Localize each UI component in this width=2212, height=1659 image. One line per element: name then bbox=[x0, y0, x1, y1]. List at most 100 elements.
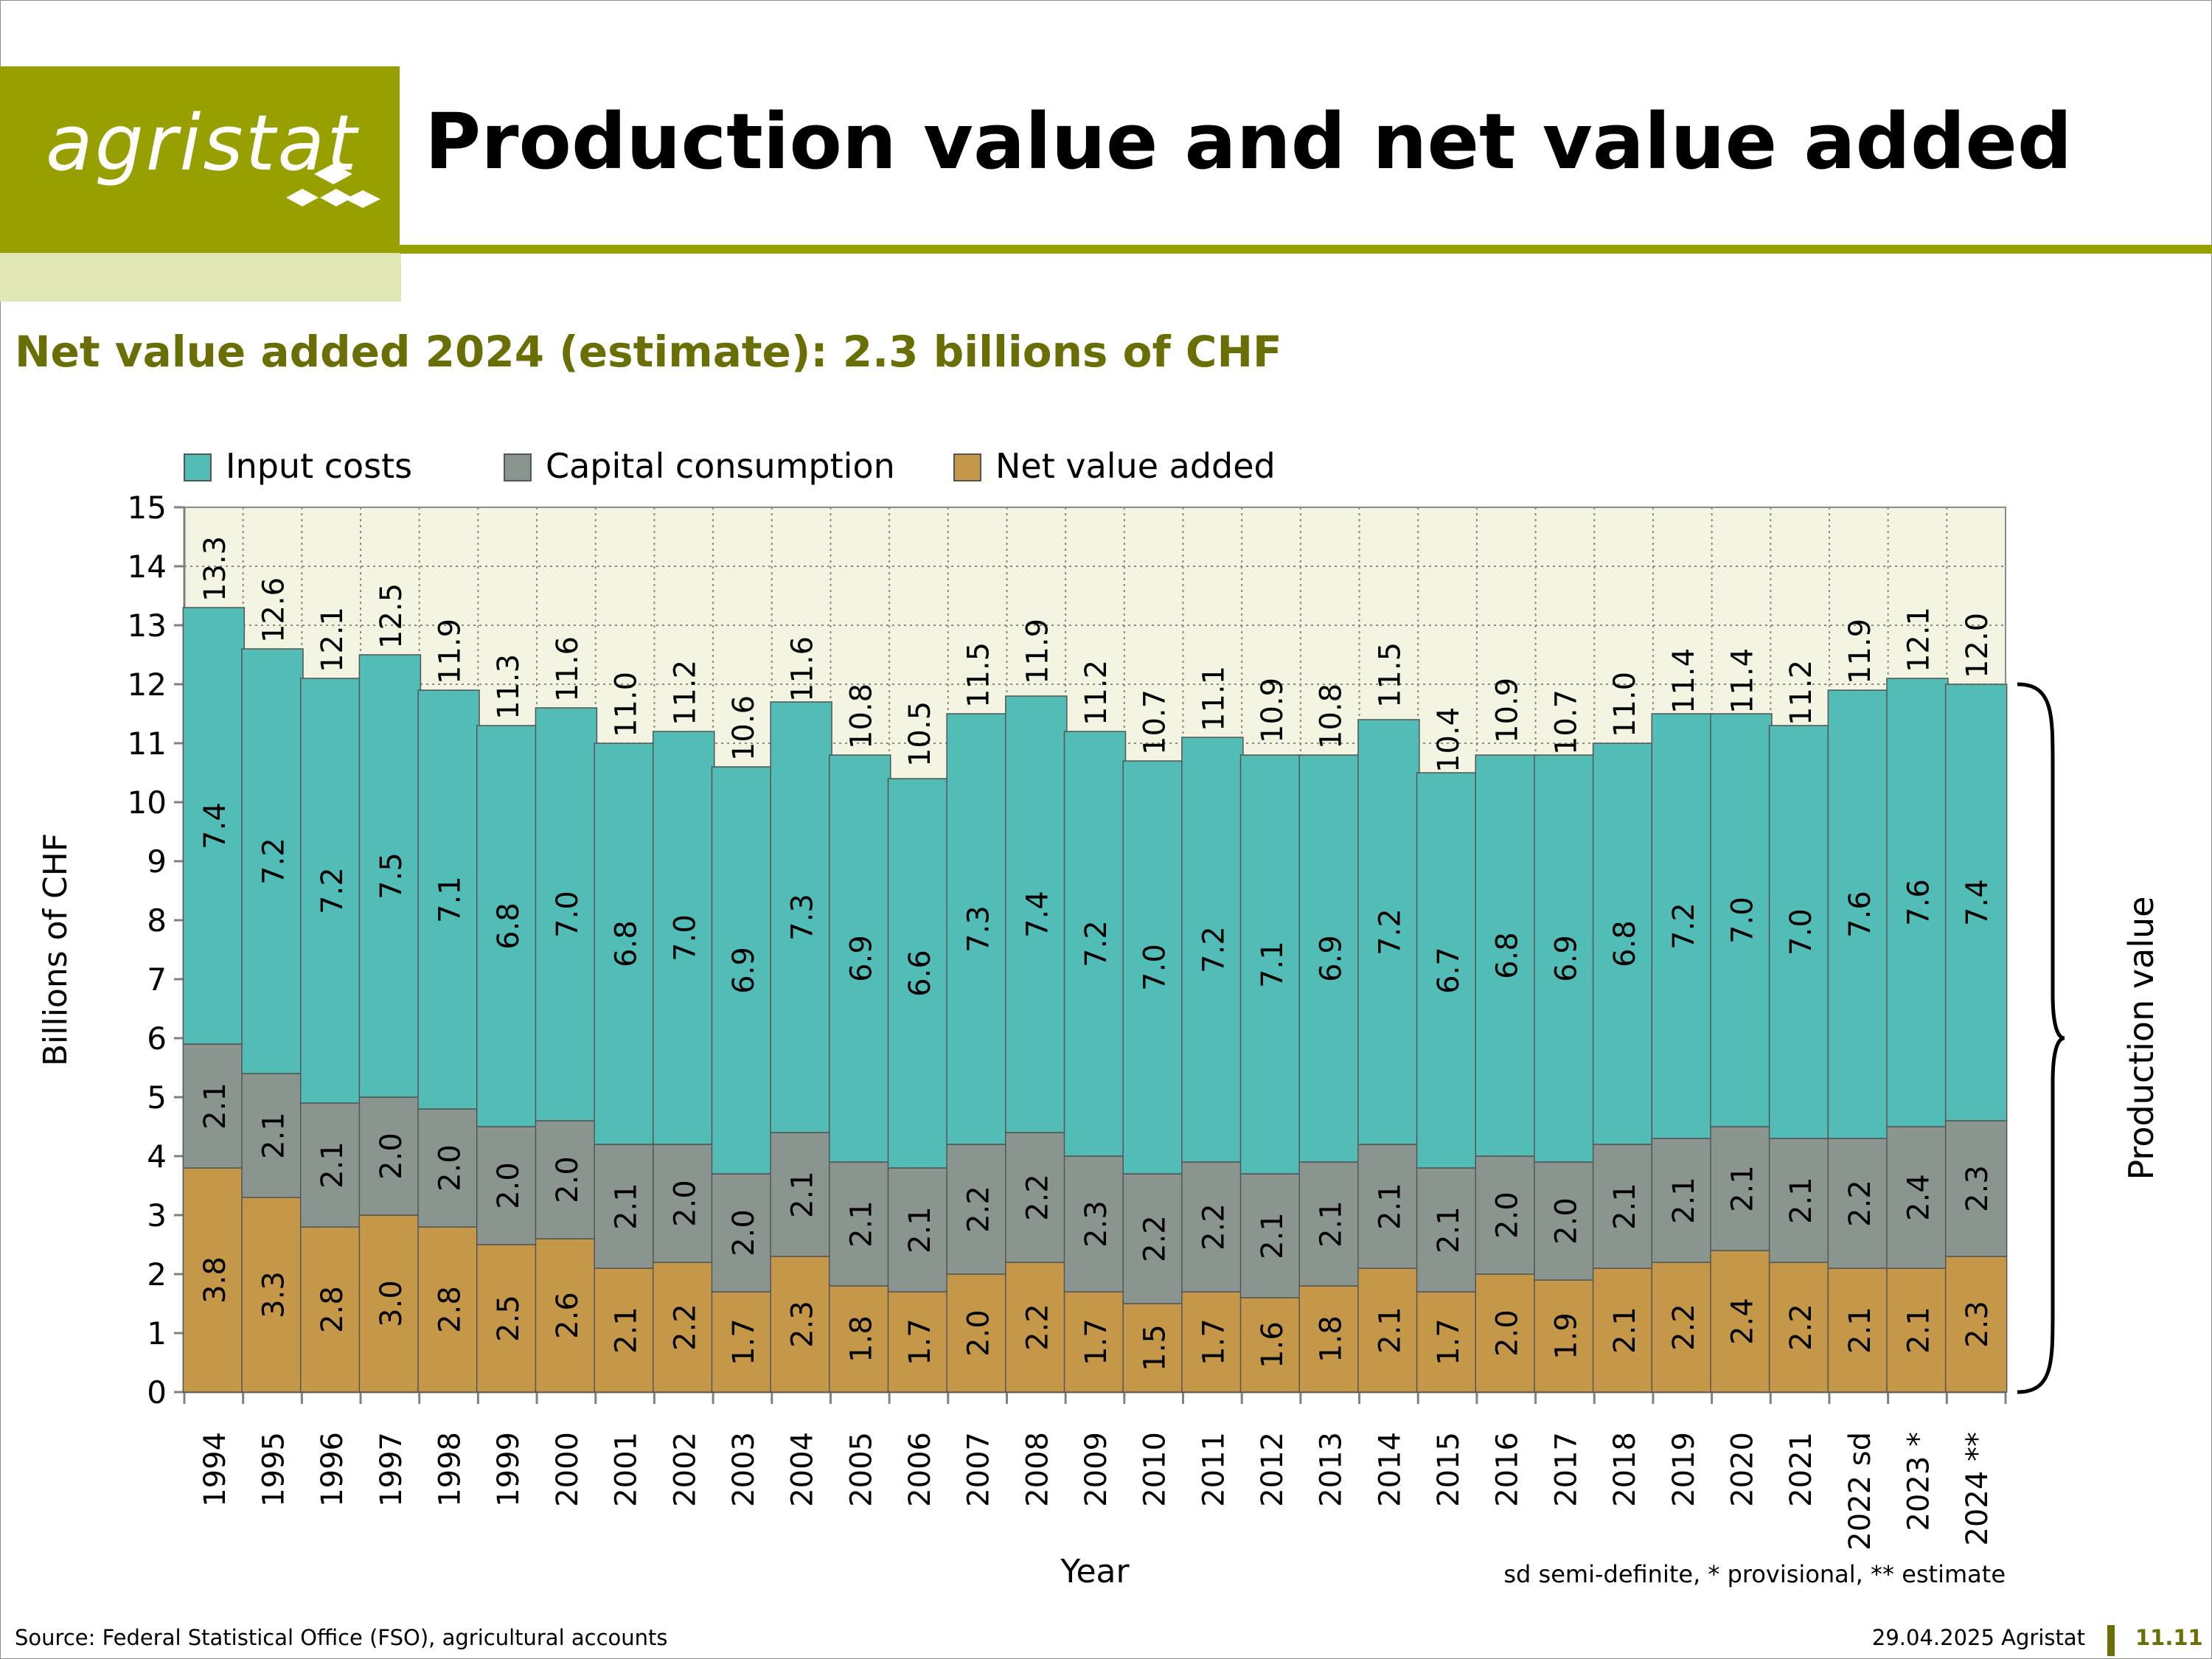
x-tick-label: 2019 bbox=[1667, 1432, 1701, 1507]
data-label: 2.1 bbox=[1256, 1212, 1290, 1259]
x-axis-title: Year bbox=[1060, 1553, 1130, 1590]
bar-input-costs bbox=[1181, 737, 1244, 1163]
data-label: 1.5 bbox=[1138, 1324, 1172, 1371]
legend-label: Input costs bbox=[226, 446, 412, 486]
total-label: 12.1 bbox=[316, 607, 349, 672]
data-label: 3.8 bbox=[198, 1256, 232, 1304]
data-label: 2.1 bbox=[1843, 1307, 1877, 1354]
data-label: 6.7 bbox=[1432, 947, 1466, 994]
data-label: 2.1 bbox=[316, 1141, 349, 1189]
x-tick-label: 2011 bbox=[1197, 1432, 1231, 1507]
data-label: 2.4 bbox=[1902, 1174, 1935, 1221]
total-label: 11.1 bbox=[1197, 666, 1231, 731]
data-label: 7.4 bbox=[198, 802, 232, 849]
data-label: 7.6 bbox=[1843, 891, 1877, 938]
data-label: 6.8 bbox=[610, 920, 644, 967]
x-tick-label: 2024 ** bbox=[1961, 1432, 1994, 1546]
y-tick-label: 7 bbox=[147, 961, 167, 998]
bar-net-value-added bbox=[770, 1256, 832, 1393]
x-tick-label: 2013 bbox=[1315, 1432, 1349, 1507]
x-tick-label: 2021 bbox=[1784, 1432, 1818, 1507]
data-label: 2.3 bbox=[786, 1301, 820, 1348]
bar-input-costs bbox=[1122, 760, 1185, 1175]
x-tick-label: 2006 bbox=[903, 1432, 937, 1507]
bar-capital-consumption bbox=[299, 1102, 363, 1228]
data-label: 7.4 bbox=[1020, 891, 1054, 938]
y-tick-label: 15 bbox=[128, 490, 167, 526]
data-label: 2.2 bbox=[668, 1304, 702, 1351]
total-label: 11.3 bbox=[492, 654, 526, 720]
data-label: 1.9 bbox=[1549, 1312, 1583, 1360]
bar-input-costs bbox=[1827, 689, 1891, 1139]
total-label: 10.8 bbox=[844, 684, 878, 749]
x-tick-label: 1999 bbox=[492, 1432, 526, 1507]
bar-net-value-added bbox=[1357, 1267, 1420, 1393]
data-label: 2.1 bbox=[610, 1183, 644, 1230]
x-tick-label: 2014 bbox=[1373, 1432, 1407, 1507]
bar-capital-consumption bbox=[182, 1043, 246, 1169]
total-label: 13.3 bbox=[198, 536, 232, 602]
total-label: 10.8 bbox=[1315, 684, 1349, 749]
y-tick-label: 10 bbox=[128, 785, 167, 821]
data-label: 1.7 bbox=[903, 1318, 937, 1366]
bar-capital-consumption bbox=[594, 1144, 656, 1269]
bar-input-costs bbox=[1710, 713, 1773, 1127]
data-label: 1.7 bbox=[1432, 1318, 1466, 1366]
data-label: 6.6 bbox=[903, 950, 937, 997]
data-label: 2.1 bbox=[1432, 1206, 1466, 1253]
bar-net-value-added bbox=[1534, 1279, 1596, 1393]
bar-net-value-added bbox=[1005, 1262, 1068, 1393]
data-label: 2.0 bbox=[1491, 1310, 1525, 1357]
logo-text: agristat bbox=[46, 98, 359, 188]
bar-capital-consumption bbox=[417, 1108, 480, 1228]
y-tick-label: 5 bbox=[147, 1079, 167, 1116]
bar-capital-consumption bbox=[1534, 1161, 1596, 1281]
data-label: 7.1 bbox=[1256, 941, 1290, 988]
data-label: 3.3 bbox=[257, 1271, 291, 1318]
data-label: 1.7 bbox=[1079, 1318, 1113, 1366]
data-label: 6.9 bbox=[727, 947, 761, 994]
data-label: 7.0 bbox=[551, 891, 585, 938]
data-label: 7.0 bbox=[668, 914, 702, 961]
x-tick-label: 2016 bbox=[1491, 1432, 1525, 1507]
bar-input-costs bbox=[417, 689, 480, 1110]
x-tick-label: 2012 bbox=[1256, 1432, 1290, 1507]
page-number: 11.11 bbox=[2135, 1625, 2203, 1650]
logo-accent-strip bbox=[0, 253, 401, 302]
bar-net-value-added bbox=[1827, 1267, 1891, 1393]
bar-capital-consumption bbox=[1827, 1138, 1891, 1269]
bar-net-value-added bbox=[476, 1244, 539, 1393]
data-label: 2.0 bbox=[551, 1156, 585, 1203]
total-label: 11.6 bbox=[551, 636, 585, 702]
data-label: 7.1 bbox=[434, 876, 467, 923]
data-label: 2.1 bbox=[1784, 1177, 1818, 1224]
x-tick-label: 2007 bbox=[962, 1432, 996, 1507]
chart-subtitle: Net value added 2024 (estimate): 2.3 bil… bbox=[15, 327, 1282, 377]
data-label: 2.0 bbox=[1549, 1197, 1583, 1245]
data-label: 2.2 bbox=[1138, 1215, 1172, 1262]
total-label: 11.2 bbox=[1784, 660, 1818, 726]
data-label: 2.8 bbox=[316, 1286, 349, 1333]
bar-capital-consumption bbox=[770, 1132, 832, 1257]
bar-net-value-added bbox=[299, 1226, 363, 1393]
total-label: 12.0 bbox=[1961, 613, 1994, 678]
data-label: 2.1 bbox=[1667, 1177, 1701, 1224]
data-label: 1.7 bbox=[1197, 1318, 1231, 1366]
legend-swatch bbox=[504, 453, 532, 481]
data-label: 1.8 bbox=[1315, 1315, 1349, 1363]
bar-net-value-added bbox=[535, 1238, 598, 1393]
stacked-bar-chart: 01234567891011121314153.82.17.413.319943… bbox=[37, 446, 2161, 1590]
total-label: 12.1 bbox=[1902, 607, 1935, 672]
bar-input-costs bbox=[535, 707, 598, 1121]
bar-input-costs bbox=[1357, 719, 1420, 1145]
bar-input-costs bbox=[1944, 684, 2008, 1121]
bar-input-costs bbox=[1239, 754, 1303, 1175]
y-tick-label: 8 bbox=[147, 902, 167, 939]
y-tick-label: 12 bbox=[128, 667, 167, 703]
data-label: 2.0 bbox=[375, 1133, 408, 1180]
x-tick-label: 2010 bbox=[1138, 1432, 1172, 1507]
x-tick-label: 2008 bbox=[1020, 1432, 1054, 1507]
x-tick-label: 1995 bbox=[257, 1432, 291, 1507]
bar-input-costs bbox=[1768, 725, 1832, 1139]
data-label: 7.3 bbox=[786, 894, 820, 941]
